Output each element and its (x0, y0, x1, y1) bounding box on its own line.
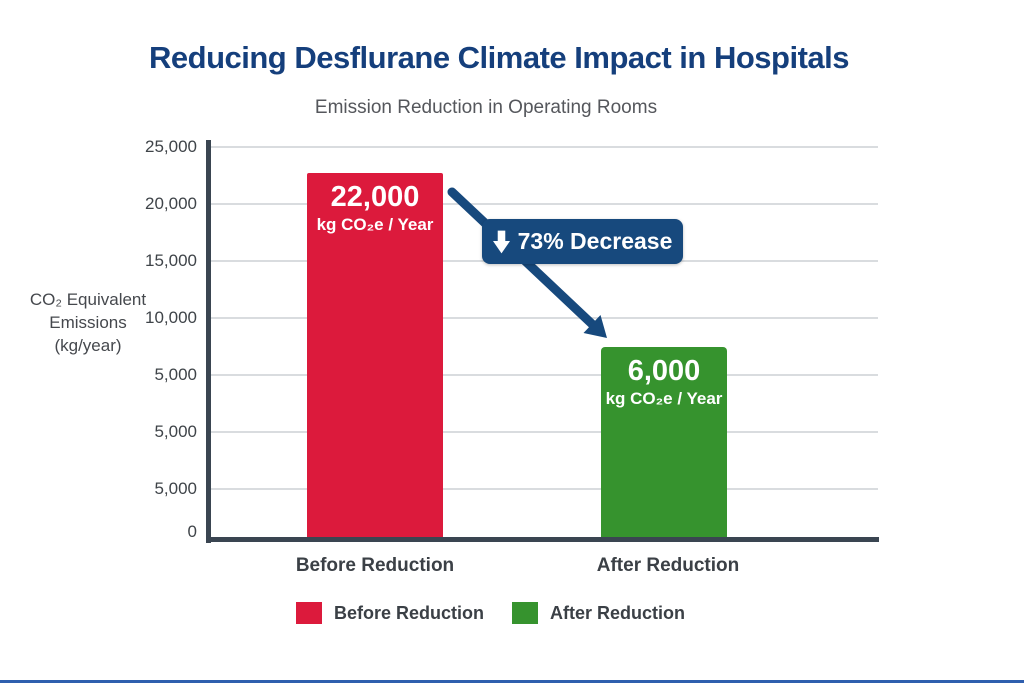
legend-label: After Reduction (550, 602, 685, 623)
legend: Before Reduction After Reduction (0, 602, 1024, 632)
chart-subtitle: Emission Reduction in Operating Rooms (314, 97, 658, 118)
legend-swatch-red (296, 602, 322, 624)
y-axis-title-line: Emissions (49, 313, 127, 332)
y-axis-title-line: (kg/year) (54, 336, 122, 355)
y-axis-title-line: CO₂ Equivalent (29, 290, 147, 309)
gridline (210, 203, 878, 205)
page-title: Reducing Desflurane Climate Impact in Ho… (149, 40, 850, 75)
y-tick-label: 0 (187, 522, 197, 541)
decrease-callout-text: 73% Decrease (517, 228, 673, 254)
bar-value-label: 22,000 (330, 181, 420, 213)
y-tick-label: 5,000 (154, 479, 197, 498)
bar-value-label: 6,000 (627, 355, 701, 387)
legend-label: Before Reduction (334, 602, 485, 623)
bar-unit-label: kg CO₂e / Year (316, 215, 434, 234)
gridline (210, 431, 878, 433)
bottom-border-line (0, 680, 1024, 683)
y-tick-label: 20,000 (145, 194, 197, 213)
gridline (210, 374, 878, 376)
y-tick-label: 10,000 (145, 308, 197, 327)
decrease-arrow-icon (447, 187, 607, 338)
y-tick-label: 5,000 (154, 422, 197, 441)
y-tick-label: 5,000 (154, 365, 197, 384)
decrease-callout: 73% Decrease (482, 219, 683, 264)
y-tick-label: 15,000 (145, 251, 197, 270)
gridline (210, 317, 878, 319)
bar-after-reduction: 6,000 kg CO₂e / Year (601, 347, 727, 537)
gridline (210, 488, 878, 490)
gridline (210, 146, 878, 148)
legend-swatch-green (512, 602, 538, 624)
down-arrow-icon (492, 230, 510, 253)
legend-item-before-reduction: Before Reduction (296, 602, 484, 624)
x-axis-line (206, 537, 879, 542)
bar-unit-label: kg CO₂e / Year (605, 389, 723, 408)
y-axis-title: CO₂ Equivalent Emissions (kg/year) (13, 288, 163, 357)
bar-before-reduction: 22,000 kg CO₂e / Year (307, 173, 443, 537)
y-tick-label: 25,000 (145, 137, 197, 156)
x-label-before-reduction: Before Reduction (295, 555, 455, 576)
y-axis-line (206, 140, 211, 543)
x-label-after-reduction: After Reduction (596, 555, 740, 576)
legend-item-after-reduction: After Reduction (512, 602, 685, 624)
